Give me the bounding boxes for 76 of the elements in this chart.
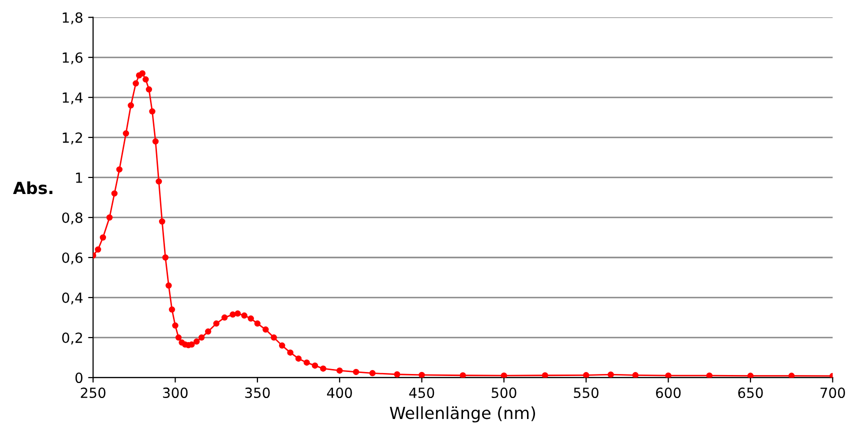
point — [500, 372, 508, 378]
point — [747, 372, 754, 378]
x-tick-label: 700 — [820, 388, 845, 398]
x-tick-label: 600 — [656, 388, 681, 398]
point — [230, 311, 236, 318]
point — [156, 178, 162, 185]
x-tick-label: 650 — [738, 388, 763, 398]
y-axis-title: Abs. — [13, 181, 52, 194]
point — [111, 190, 118, 197]
point — [706, 372, 713, 378]
point — [142, 76, 149, 83]
x-tick-label: 250 — [80, 388, 106, 398]
point — [248, 315, 254, 322]
point — [262, 326, 269, 333]
y-tick-label: 0,8 — [62, 212, 82, 224]
point — [221, 314, 228, 321]
point — [542, 372, 548, 378]
point — [287, 349, 294, 356]
point — [94, 246, 102, 253]
point — [320, 365, 326, 372]
y-tick-label: 0,2 — [62, 332, 82, 344]
y-tick-label: 1,2 — [62, 132, 82, 144]
y-tick-label: 1 — [76, 172, 82, 183]
point — [149, 108, 156, 115]
y-tick-label: 1,6 — [62, 52, 82, 64]
point — [234, 310, 241, 317]
point — [188, 341, 195, 348]
y-tick-label: 0,4 — [62, 292, 83, 304]
point — [241, 312, 248, 319]
point — [198, 334, 205, 341]
y-tick-label: 1,4 — [62, 92, 83, 104]
point — [158, 218, 166, 225]
point — [116, 166, 123, 173]
point — [665, 372, 672, 378]
point — [194, 338, 200, 345]
point — [418, 372, 425, 378]
point — [460, 372, 466, 378]
point — [146, 86, 152, 93]
point — [139, 70, 146, 77]
x-tick-label: 550 — [574, 388, 598, 398]
point — [304, 359, 310, 366]
y-tick-label: 0 — [75, 372, 82, 384]
point — [632, 372, 639, 378]
point — [312, 362, 318, 369]
point — [254, 320, 261, 327]
point — [128, 102, 134, 109]
point — [100, 234, 106, 241]
point — [295, 355, 302, 362]
point — [213, 320, 220, 327]
point — [369, 370, 376, 376]
point — [278, 342, 286, 349]
point — [583, 372, 590, 378]
point — [166, 282, 172, 289]
point — [336, 367, 343, 374]
x-tick-label: 350 — [245, 388, 270, 398]
x-axis-title: Wellenlänge (nm) — [390, 406, 536, 422]
point — [352, 368, 360, 376]
point — [608, 371, 614, 378]
point — [394, 371, 400, 378]
point — [162, 254, 169, 261]
point — [168, 306, 176, 313]
x-tick-label: 500 — [492, 388, 516, 398]
x-tick-label: 300 — [163, 388, 188, 398]
point — [172, 322, 178, 329]
y-tick-label: 0,6 — [62, 252, 82, 264]
point — [205, 328, 212, 335]
point — [270, 334, 277, 341]
point — [132, 80, 139, 87]
y-tick-label: 1,8 — [62, 12, 82, 24]
x-tick-label: 450 — [409, 388, 434, 398]
point — [175, 334, 182, 341]
point — [788, 372, 795, 378]
point — [152, 138, 159, 145]
point — [106, 214, 113, 221]
point — [122, 130, 130, 137]
x-tick-label: 400 — [327, 388, 352, 398]
